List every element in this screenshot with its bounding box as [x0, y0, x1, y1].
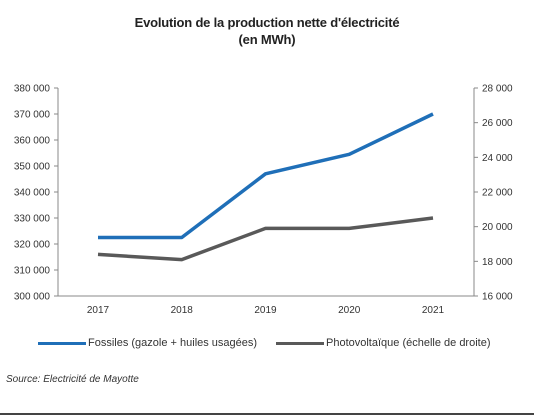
legend-swatch-photovoltaique: [276, 341, 324, 345]
legend-item-fossiles: Fossiles (gazole + huiles usagées): [38, 337, 257, 349]
series-line-fossiles: [98, 112, 434, 240]
legend-swatch-fossiles: [38, 341, 86, 345]
x-axis-tick-label: 2018: [171, 305, 194, 316]
chart-source: Source: Électricité de Mayotte: [6, 374, 139, 385]
left-axis-tick-label: 310 000: [14, 266, 51, 277]
legend-label-fossiles: Fossiles (gazole + huiles usagées): [88, 337, 258, 349]
right-axis-tick-label: 28 000: [482, 84, 513, 95]
line-chart: 300 000 310 000 320 000 330 000 340 000 350 0…: [14, 84, 513, 317]
x-axis-tick-label: 2017: [87, 305, 110, 316]
chart-title: Evolution de la production nette d'élect…: [0, 14, 534, 48]
chart-title-line1: Evolution de la production nette d'élect…: [134, 15, 400, 30]
x-axis-tick-label: 2021: [422, 305, 445, 316]
chart-title-line2: (en MWh): [238, 32, 296, 47]
right-axis-tick-label: 16 000: [482, 292, 513, 303]
legend-item-photovoltaique: Photovoltaïque (échelle de droite): [276, 337, 491, 349]
right-axis-tick-label: 24 000: [482, 153, 513, 164]
left-axis-tick-label: 370 000: [14, 110, 51, 121]
left-axis-tick-label: 360 000: [14, 136, 51, 147]
chart-legend: Fossiles (gazole + huiles usagées) Photo…: [0, 337, 534, 357]
left-axis-tick-label: 380 000: [14, 84, 51, 95]
right-axis-tick-label: 20 000: [482, 222, 513, 233]
x-axis-tick-label: 2019: [254, 305, 277, 316]
right-axis-tick-label: 26 000: [482, 118, 513, 129]
left-axis-tick-label: 300 000: [14, 292, 51, 303]
left-axis-tick-label: 340 000: [14, 188, 51, 199]
left-axis-tick-label: 350 000: [14, 162, 51, 173]
right-axis-tick-label: 22 000: [482, 188, 513, 199]
legend-label-photovoltaique: Photovoltaïque (échelle de droite): [326, 337, 491, 349]
left-axis-tick-label: 330 000: [14, 214, 51, 225]
left-axis-tick-label: 320 000: [14, 240, 51, 251]
x-axis-tick-label: 2020: [338, 305, 361, 316]
right-axis-tick-label: 18 000: [482, 257, 513, 268]
